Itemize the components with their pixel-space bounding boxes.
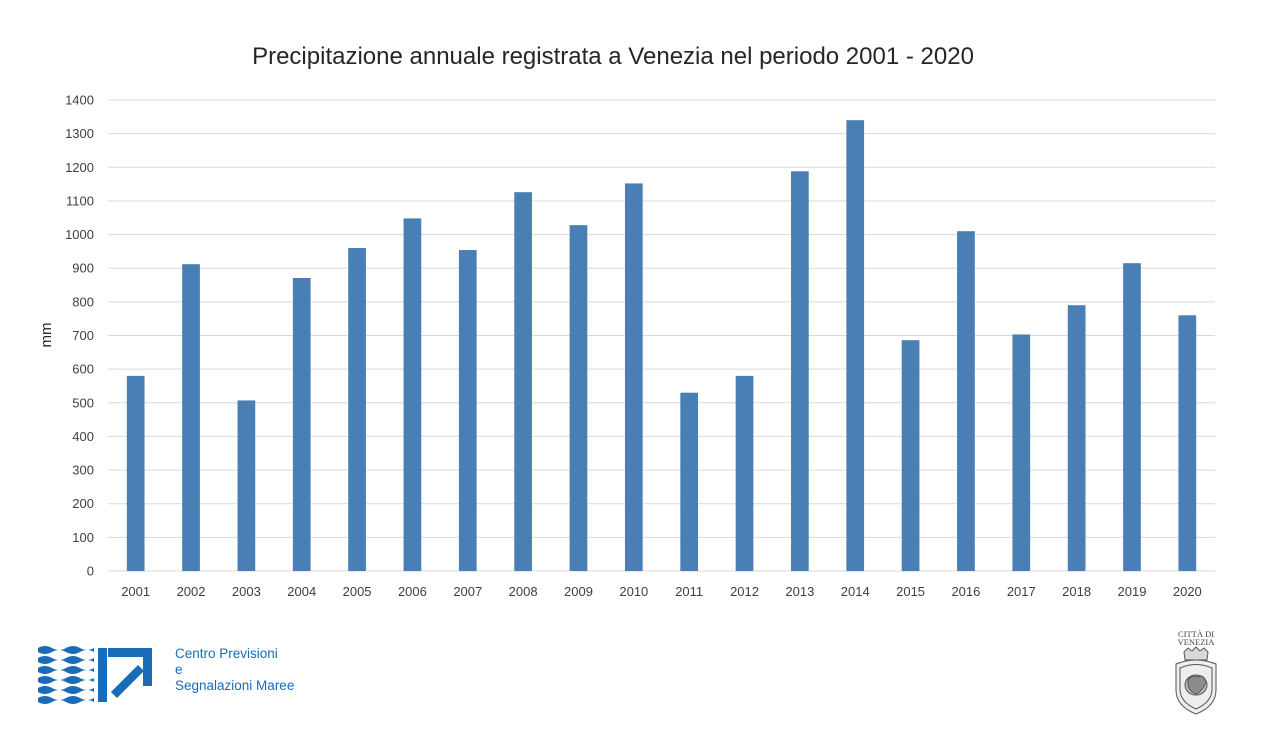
bar-2016 xyxy=(957,231,975,571)
x-tick-label: 2020 xyxy=(1173,584,1202,599)
y-tick-label: 800 xyxy=(72,294,94,309)
bar-2019 xyxy=(1123,263,1141,571)
x-tick-label: 2006 xyxy=(398,584,427,599)
bar-2020 xyxy=(1178,315,1197,571)
x-axis-ticks: 2001 2002 2003 2004 2005 2006 2007 2008 2009 2010… xyxy=(121,584,1202,599)
bar-2008 xyxy=(514,192,532,571)
svg-text:CITTÀ DI: CITTÀ DI xyxy=(1178,629,1214,639)
x-tick-label: 2010 xyxy=(619,584,648,599)
x-tick-label: 2017 xyxy=(1007,584,1036,599)
x-tick-label: 2018 xyxy=(1062,584,1091,599)
chart-title: Precipitazione annuale registrata a Vene… xyxy=(252,43,974,70)
cpsm-org-line: Centro Previsioni xyxy=(175,646,278,661)
y-tick-label: 900 xyxy=(72,261,94,276)
x-tick-label: 2003 xyxy=(232,584,261,599)
bar-2009 xyxy=(569,225,588,571)
citta-di-venezia-emblem-icon: CITTÀ DI VENEZIA xyxy=(1175,629,1217,715)
x-tick-label: 2016 xyxy=(951,584,980,599)
x-tick-label: 2013 xyxy=(785,584,814,599)
x-tick-label: 2002 xyxy=(177,584,206,599)
x-tick-label: 2001 xyxy=(121,584,150,599)
svg-text:VENEZIA: VENEZIA xyxy=(1178,637,1216,647)
y-tick-label: 0 xyxy=(87,564,94,579)
y-tick-label: 1400 xyxy=(65,93,94,108)
x-tick-label: 2004 xyxy=(287,584,316,599)
bar-2012 xyxy=(735,375,754,571)
bar-2010 xyxy=(624,183,643,572)
y-axis-ticks: 0 100 200 300 400 500 600 700 800 900 1000 1100 1200… xyxy=(65,93,94,579)
x-tick-label: 2011 xyxy=(675,584,703,599)
bar-2003 xyxy=(237,400,256,571)
cpsm-logo-block: Centro Previsioni e Segnalazioni Maree xyxy=(38,644,294,704)
bar-2014 xyxy=(846,120,865,571)
gridlines xyxy=(108,99,1215,572)
bar-2001 xyxy=(126,375,145,571)
bar-2017 xyxy=(1012,334,1031,571)
y-tick-label: 600 xyxy=(72,362,94,377)
x-tick-label: 2014 xyxy=(841,584,870,599)
x-tick-label: 2009 xyxy=(564,584,593,599)
x-tick-label: 2012 xyxy=(730,584,759,599)
y-tick-label: 400 xyxy=(72,429,94,444)
bar-2002 xyxy=(182,264,200,571)
bar-2004 xyxy=(292,277,311,571)
bar-2015 xyxy=(901,340,920,571)
cpsm-org-name: Centro Previsioni e Segnalazioni Maree xyxy=(175,646,294,694)
bar-2005 xyxy=(348,248,366,571)
y-tick-label: 100 xyxy=(72,530,94,545)
bar-2013 xyxy=(791,171,809,571)
y-axis-title: mm xyxy=(38,323,55,348)
bar-chart: Precipitazione annuale registrata a Vene… xyxy=(38,43,1215,599)
y-tick-label: 1000 xyxy=(65,227,94,242)
y-tick-label: 200 xyxy=(72,496,94,511)
y-tick-label: 300 xyxy=(72,463,94,478)
y-tick-label: 1300 xyxy=(65,126,94,141)
bar-2011 xyxy=(680,392,699,571)
y-tick-label: 1100 xyxy=(66,193,94,208)
x-tick-label: 2007 xyxy=(453,584,482,599)
cpsm-org-line: e xyxy=(175,662,183,677)
x-tick-label: 2008 xyxy=(509,584,538,599)
y-tick-label: 500 xyxy=(72,395,94,410)
x-tick-label: 2019 xyxy=(1118,584,1147,599)
cpsm-org-line: Segnalazioni Maree xyxy=(175,678,295,693)
x-tick-label: 2005 xyxy=(343,584,372,599)
x-tick-label: 2015 xyxy=(896,584,925,599)
y-tick-label: 1200 xyxy=(65,160,94,175)
cpsm-waves-arrow-logo-icon xyxy=(38,646,152,704)
y-tick-label: 700 xyxy=(72,328,94,343)
bar-2006 xyxy=(403,218,422,571)
bars xyxy=(126,120,1197,572)
bar-2007 xyxy=(458,250,477,571)
bar-2018 xyxy=(1067,305,1086,571)
